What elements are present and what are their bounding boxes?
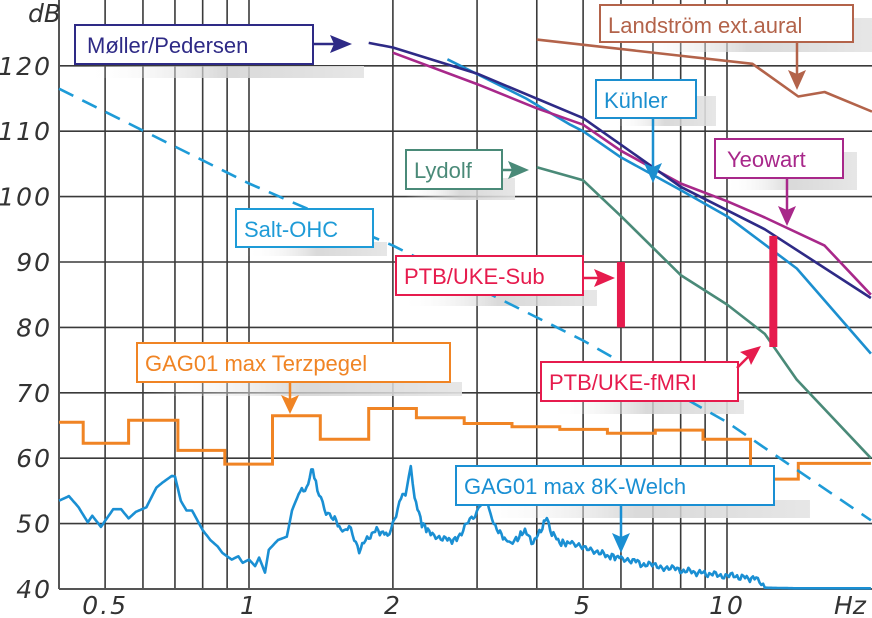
arrow-icon [788,70,806,90]
arrow-icon [644,163,662,183]
x-tick-label: 0.5 [82,591,128,618]
label-kuhler: Kühler [604,88,668,113]
x-tick-label: 2 [384,591,402,618]
y-axis-unit: dB [28,0,61,28]
label-lydolf: Lydolf [414,158,473,183]
label-terzpegel: GAG01 max Terzpegel [145,351,367,376]
x-tick-label: 5 [574,591,592,618]
y-tick-label: 90 [16,248,52,277]
y-tick-label: 50 [16,510,52,539]
y-tick-label: 80 [16,313,52,342]
x-axis-unit: Hz [834,591,867,618]
label-ptb-uke-sub: PTB/UKE-Sub [404,264,545,289]
y-tick-label: 60 [16,444,52,473]
label-ptb-uke-fmri: PTB/UKE-fMRI [549,370,697,395]
callout-ptb-sub: PTB/UKE-Sub [395,255,615,296]
label-moller-pedersen: Møller/Pedersen [87,33,248,58]
callout-moller: Møller/Pedersen [74,24,352,65]
callout-terz: GAG01 max Terzpegel [136,342,451,414]
series-m-ller-pedersen [368,41,872,300]
x-tick-label: 10 [709,591,745,618]
callout-salt-ohc: Salt-OHC [235,208,374,248]
x-tick-label: 1 [240,591,258,618]
series-layer [58,38,872,590]
series-landstr-m-ext-aural [536,38,872,113]
y-tick-label: 100 [0,183,52,212]
label-8k-welch: GAG01 max 8K-Welch [464,474,686,499]
callout-landstrom: Landström ext.aural [599,4,854,90]
y-tick-label: 120 [0,52,52,81]
y-tick-label: 110 [0,117,52,146]
y-axis-ticks: 40 50 60 70 80 90 100 110 120 [0,52,52,604]
label-landstrom: Landström ext.aural [608,13,802,38]
callout-kuhler: Kühler [595,79,697,183]
y-tick-label: 40 [16,575,52,604]
series-lydolf [536,165,872,460]
arrow-icon [281,395,299,414]
label-salt-ohc: Salt-OHC [244,217,338,242]
series-gag01-max-8k-welch [58,464,871,590]
callout-welch: GAG01 max 8K-Welch [455,465,775,553]
arrow-icon [778,206,796,226]
label-yeowart: Yeowart [727,147,806,172]
arrow-icon [594,269,615,287]
arrow-icon [508,161,529,179]
y-tick-label: 70 [16,379,52,408]
x-axis-ticks: 0.5 1 2 5 10 [82,591,745,618]
arrow-icon [740,346,761,365]
arrow-icon [330,35,352,53]
arrow-icon [612,533,630,553]
series-gag01-max-terzpegel [59,407,871,481]
callout-yeowart: Yeowart [714,138,844,226]
callout-ptb-fmri: PTB/UKE-fMRI [540,346,761,402]
callout-lydolf: Lydolf [405,149,529,190]
